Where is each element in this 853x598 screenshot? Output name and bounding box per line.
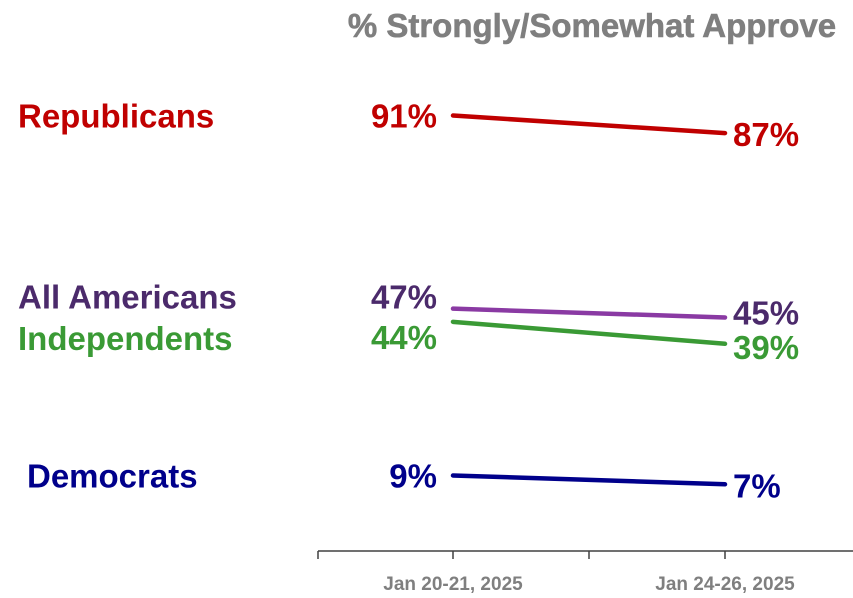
- data-label: 39%: [733, 329, 799, 366]
- x-axis: Jan 20-21, 2025 Jan 24-26, 2025: [317, 550, 853, 595]
- data-label: 45%: [733, 294, 799, 331]
- series-name-democrats: Democrats: [27, 457, 198, 494]
- data-label: 9%: [389, 457, 437, 494]
- series-name-all-americans: All Americans: [18, 279, 237, 316]
- data-label: 47%: [371, 279, 437, 316]
- data-label: 87%: [733, 116, 799, 153]
- series-name-independents: Independents: [18, 320, 233, 357]
- series-group: 91% 87% Republicans 47% 45% All Americans 44% 3…: [18, 98, 799, 505]
- data-label: 7%: [733, 467, 781, 504]
- series-line-democrats: [450, 473, 728, 487]
- x-tick-label: Jan 24-26, 2025: [655, 574, 795, 595]
- data-label: 44%: [371, 319, 437, 356]
- x-tick-label: Jan 20-21, 2025: [383, 574, 523, 595]
- series-line-all-americans: [450, 306, 728, 320]
- series-line-independents: [450, 319, 728, 347]
- chart-title: % Strongly/Somewhat Approve: [348, 7, 836, 44]
- series-line-republicans: [450, 113, 728, 136]
- series-name-republicans: Republicans: [18, 98, 214, 135]
- data-label: 91%: [371, 98, 437, 135]
